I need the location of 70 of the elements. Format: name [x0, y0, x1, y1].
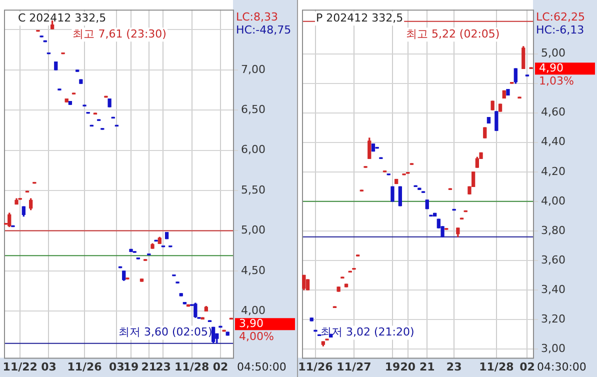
text: 4,00% [239, 330, 274, 344]
candlestick [179, 293, 183, 296]
x-tick-label: 19 [123, 360, 139, 374]
y-tick-label: 6,00 [241, 143, 266, 156]
y-tick-label: 5,00 [541, 46, 566, 60]
candlestick [390, 186, 394, 202]
candlestick [182, 302, 187, 304]
x-tick-label: 23 [156, 360, 171, 374]
y-tick-label: 3,40 [541, 282, 566, 296]
candlestick [68, 100, 72, 105]
chart-title: P 202412 332,5 [316, 11, 404, 24]
text: 04:50:00 [237, 360, 286, 374]
y-tick-label: 4,20 [541, 164, 566, 178]
x-tick-label: 11/22 [2, 360, 38, 374]
candlestick [502, 90, 506, 98]
y-tick-label: 3,80 [541, 224, 566, 237]
annotation: 최저 3,02 (21:20) [320, 326, 414, 339]
y-tick-label: 4,40 [541, 135, 566, 148]
annotation: 최고 5,22 (02:05) [406, 27, 500, 40]
annotation: 최저 3,60 (02:05) [118, 326, 212, 339]
text: 3,90 [239, 317, 264, 330]
y-tick-label: 3,00 [541, 342, 566, 355]
candlestick [140, 278, 144, 282]
x-tick-label: 19 [384, 360, 400, 374]
x-tick-label: 02 [520, 360, 535, 374]
candlestick [129, 248, 133, 252]
text: LC:62,25 [536, 10, 586, 24]
x-tick-label: 11/26 [67, 360, 102, 374]
candlestick [494, 111, 498, 131]
x-tick-label: 11/26 [298, 360, 334, 374]
text: 1,03% [539, 74, 574, 88]
candlestick [79, 79, 83, 84]
candlestick [483, 127, 487, 138]
candlestick [336, 286, 340, 292]
x-tick-label: 11/27 [336, 360, 372, 374]
text: 04:30:00 [537, 360, 586, 374]
y-tick-label: 5,00 [241, 224, 266, 237]
candlestick [425, 200, 429, 210]
y-tick-label: 5,50 [241, 183, 266, 196]
y-tick-label: 7,00 [241, 62, 266, 76]
y-tick-label: 3,60 [541, 253, 566, 266]
candlestick [226, 332, 230, 336]
chart-title: C 202412 332,5 [18, 11, 106, 24]
y-tick-label: 4,00 [541, 194, 566, 208]
candlestick [490, 100, 494, 110]
annotation: 최고 7,61 (23:30) [72, 27, 166, 40]
candlestick [108, 98, 112, 108]
text: HC:-48,75 [236, 23, 292, 36]
text: 4,90 [539, 61, 564, 74]
candlestick [344, 284, 348, 288]
x-tick-label: 03 [41, 360, 56, 374]
candlestick [498, 104, 502, 112]
x-tick-label: 20 [400, 360, 416, 374]
x-tick-label: 21 [419, 360, 435, 374]
x-tick-label: 21 [141, 360, 157, 374]
y-tick-label: 4,60 [541, 106, 566, 119]
y-tick-label: 4,00 [241, 304, 266, 318]
y-tick-label: 3,20 [541, 312, 566, 326]
text: LC:8,33 [236, 10, 278, 24]
y-tick-label: 4,50 [241, 264, 266, 277]
y-tick-label: 6,50 [241, 102, 266, 116]
candlestick [64, 98, 68, 102]
x-tick-label: 03 [109, 360, 124, 374]
x-tick-label: 02 [212, 360, 228, 374]
x-tick-label: 11/28 [174, 360, 210, 374]
candlestick [371, 144, 376, 152]
text: HC:-6,13 [536, 23, 584, 36]
x-tick-label: 23 [446, 360, 462, 374]
candlestick [306, 279, 310, 290]
x-tick-label: 11/28 [479, 360, 514, 374]
